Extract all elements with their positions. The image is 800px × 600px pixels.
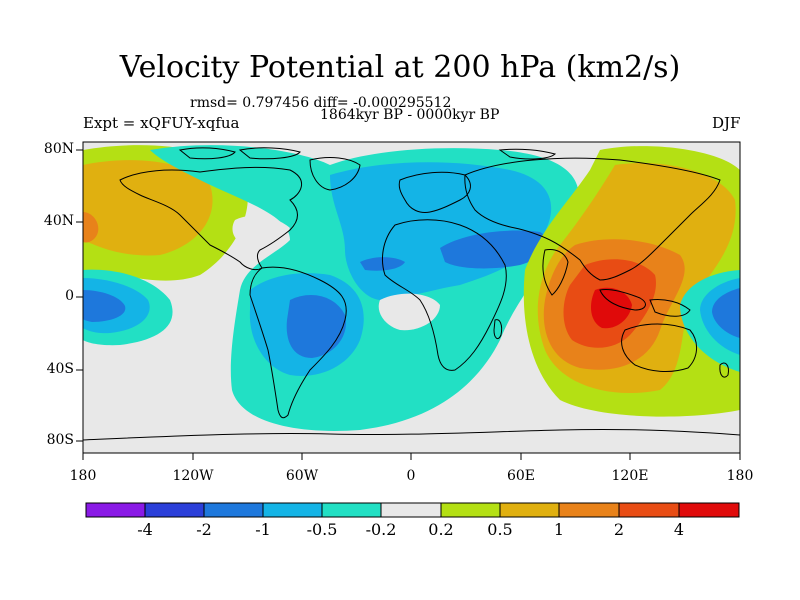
- colorbar-box-7: [440, 502, 501, 518]
- stats-text: rmsd= 0.797456 diff= -0.000295512: [190, 95, 452, 111]
- lat-tick-label: 40N: [43, 213, 74, 229]
- colorbar-box-3: [203, 502, 264, 518]
- lat-tick-label: 40S: [46, 361, 74, 377]
- neutral-hole-2: [378, 293, 440, 331]
- colorbar-box-2: [144, 502, 205, 518]
- colorbar-level-label: 1: [553, 520, 565, 539]
- lat-tick-label: 0: [65, 288, 74, 304]
- colorbar-box-5: [321, 502, 382, 518]
- colorbar-level-label: -2: [196, 520, 212, 539]
- lat-tick-label: 80S: [46, 432, 74, 448]
- colorbar-box-11: [678, 502, 740, 518]
- colorbar-box-10: [618, 502, 680, 518]
- colorbar: [85, 502, 740, 518]
- colorbar-box-1: [85, 502, 146, 518]
- lon-tick-label: 180: [726, 468, 754, 484]
- axis-ticks: [76, 149, 741, 460]
- lon-tick-label: 0: [406, 468, 416, 484]
- contour-neg-east-3: [712, 288, 740, 338]
- colorbar-box-6: [380, 502, 442, 518]
- contour-pos-west-2: [83, 160, 213, 256]
- lon-tick-label: 60E: [506, 468, 536, 484]
- lon-tick-label: 120E: [611, 468, 649, 484]
- colorbar-level-label: -0.5: [306, 520, 338, 539]
- page-title: Velocity Potential at 200 hPa (km2/s): [119, 50, 681, 85]
- coastlines: [83, 147, 740, 441]
- lat-tick-label: 80N: [43, 141, 74, 157]
- colorbar-level-label: 0.5: [487, 520, 513, 539]
- colorbar-level-label: -0.2: [365, 520, 397, 539]
- colorbar-level-label: 2: [613, 520, 625, 539]
- contour-neg-main-5: [440, 230, 548, 269]
- colorbar-level-label: 4: [673, 520, 685, 539]
- lon-tick-label: 60W: [285, 468, 319, 484]
- neutral-hole-1: [232, 215, 290, 246]
- colorbar-box-9: [558, 502, 620, 518]
- contour-pos-east-5: [590, 287, 632, 329]
- experiment-label: Expt = xQFUY-xqfua: [83, 114, 240, 132]
- contour-pos-west-3: [83, 212, 99, 243]
- colorbar-level-label: -4: [137, 520, 153, 539]
- season-label: DJF: [712, 114, 741, 132]
- colorbar-level-label: 0.2: [428, 520, 454, 539]
- lon-tick-label: 120W: [172, 468, 214, 484]
- contour-neg-west-3: [83, 290, 126, 322]
- colorbar-box-8: [499, 502, 560, 518]
- colorbar-box-4: [262, 502, 323, 518]
- colorbar-level-label: -1: [255, 520, 271, 539]
- period-text: 1864kyr BP - 0000kyr BP: [320, 107, 500, 123]
- contour-neg-main-4: [286, 295, 346, 358]
- lon-tick-label: 180: [69, 468, 97, 484]
